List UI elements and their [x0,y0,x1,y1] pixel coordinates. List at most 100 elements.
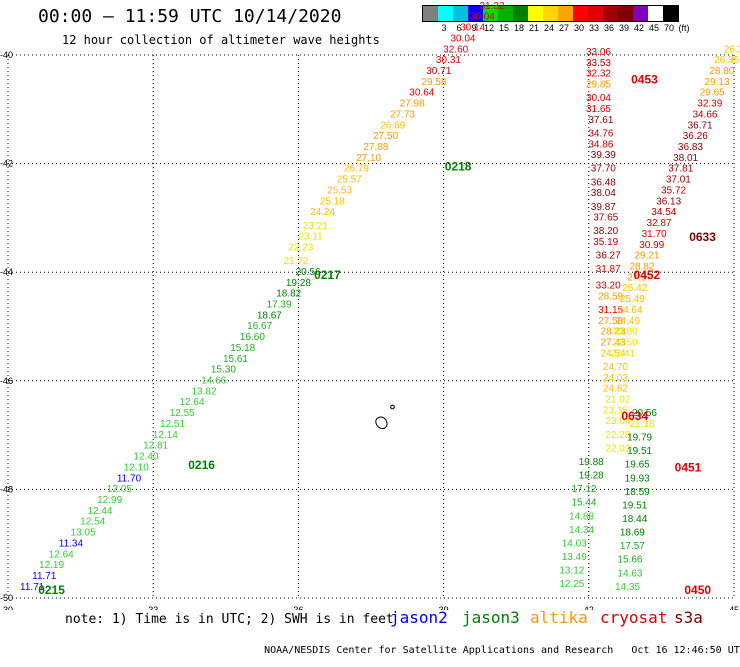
wave-height-value: 14.63 [617,568,642,579]
legend-item-jason3: jason3 [462,608,520,627]
note-text: note: 1) Time is in UTC; 2) SWH is in fe… [65,612,394,627]
wave-height-value: 22.28 [605,430,630,441]
y-axis-ticks: -40 -42 -44 -46 -48 -50 [0,50,13,603]
island-small [390,404,395,410]
legend-item-s3a: s3a [674,608,703,627]
wave-height-value: 33.06 [586,47,611,58]
wave-height-value: 33.53 [586,58,611,69]
wave-height-value: 21.72 [283,256,308,267]
chart-subtitle: 12 hour collection of altimeter wave hei… [62,33,380,47]
wave-height-value: 34.54 [651,207,676,218]
pass-time-label: 0215 [38,583,65,597]
legend-item-jason2: jason2 [390,608,448,627]
wave-height-value: 25.57 [337,175,362,186]
legend-item-altika: altika [530,608,588,627]
wave-height-value: 36.83 [678,142,703,153]
wave-height-value: 16.60 [240,332,265,343]
wave-height-value: 29.13 [705,77,730,88]
wave-height-value: 17.12 [571,484,596,495]
color-swatch [438,6,453,21]
wave-height-value: 34.86 [588,139,613,150]
island-main [375,416,388,429]
wave-height-value: 20.56 [632,408,657,419]
color-swatch [423,6,438,21]
wave-height-value: 24.70 [603,362,628,373]
wave-height-value: 21.02 [605,395,630,406]
wave-height-points: 11.7111.7112.1912.6411.3413.0512.5412.44… [20,0,740,593]
color-scale-label: 24 [543,23,555,33]
x-tick-label: 45 [729,605,739,610]
color-swatch [633,6,648,21]
wave-height-value: 13.49 [562,552,587,563]
color-scale-bar [422,5,679,22]
wave-height-value: 29.79 [489,0,514,1]
wave-height-value: 11.34 [59,538,84,549]
wave-height-value: 25.18 [320,196,345,207]
wave-height-value: 24.03 [603,373,628,384]
wave-height-value: 17.39 [267,299,292,310]
wave-height-value: 24.24 [310,207,335,218]
pass-time-label: 0216 [188,458,215,472]
wave-height-value: 29.65 [700,88,725,99]
y-tick-label: -50 [0,593,13,603]
wave-height-value: 12.19 [39,560,64,571]
legend-item-cryosat: cryosat [600,608,668,627]
wave-height-value: 12.14 [153,430,178,441]
wave-height-value: 28.59 [598,291,623,302]
wave-height-value: 18.82 [276,289,301,300]
wave-height-value: 35.72 [661,185,686,196]
wave-height-value: 28.23 [600,327,625,338]
pass-time-label: 0450 [684,583,711,597]
wave-height-value: 11.71 [20,582,45,593]
color-swatch [543,6,558,21]
x-tick-label: 36 [293,605,303,610]
wave-height-value: 29.21 [634,251,659,262]
y-tick-label: -40 [0,50,13,60]
wave-height-value: 16.67 [247,321,272,332]
footer-text: NOAA/NESDIS Center for Satellite Applica… [240,634,740,667]
pass-time-label: 0451 [675,461,702,475]
wave-height-value: 24.82 [603,384,628,395]
y-tick-label: -46 [0,376,13,386]
color-scale-label: (ft) [678,23,690,33]
footer-timestamp: Oct 16 12:46:50 UTC 2020 [631,645,740,656]
wave-height-value: 19.88 [579,457,604,468]
wave-height-value: 29.85 [586,80,611,91]
wave-height-value: 12.10 [124,462,149,473]
wave-height-value: 18.44 [622,514,647,525]
wave-height-value: 22.02 [605,443,630,454]
wave-height-value: 31.70 [642,229,667,240]
grid-lines [7,54,735,599]
wave-height-value: 12.40 [133,452,158,463]
color-scale-label: 12 [483,23,495,33]
wave-height-value: 30.14 [460,23,485,34]
wave-height-value: 12.55 [170,408,195,419]
wave-height-value: 12.64 [179,397,204,408]
color-scale-label: 45 [648,23,660,33]
wave-height-value: 28.82 [630,261,655,272]
wave-height-value: 32.39 [697,99,722,110]
wave-height-value: 37.61 [588,115,613,126]
wave-height-value: 13.12 [559,566,584,577]
y-tick-label: -48 [0,484,13,494]
wave-height-value: 23.21 [303,221,328,232]
color-scale-label: 6 [456,23,462,33]
color-scale-label: 27 [558,23,570,33]
color-swatch [588,6,603,21]
wave-height-value: 37.01 [666,175,691,186]
x-tick-label: 42 [584,605,594,610]
wave-height-value: 15.66 [617,555,642,566]
x-axis-ticks: 30 33 36 39 42 45 [3,605,739,610]
wave-height-value: 14.66 [201,376,226,387]
wave-height-value: 14.35 [615,582,640,593]
wave-height-value: 30.04 [470,12,495,23]
wave-height-value: 13.05 [71,528,96,539]
color-scale-labels: 3 6 9 12 15 18 21 24 27 30 33 36 39 42 45 70 (ft) [422,23,740,35]
wave-height-value: 27.10 [356,153,381,164]
pass-time-label: 0634 [621,409,648,423]
wave-height-value: 19.51 [622,500,647,511]
wave-height-value: 15.44 [571,498,596,509]
x-tick-label: 30 [3,605,13,610]
wave-height-value: 39.39 [591,150,616,161]
color-swatch [558,6,573,21]
